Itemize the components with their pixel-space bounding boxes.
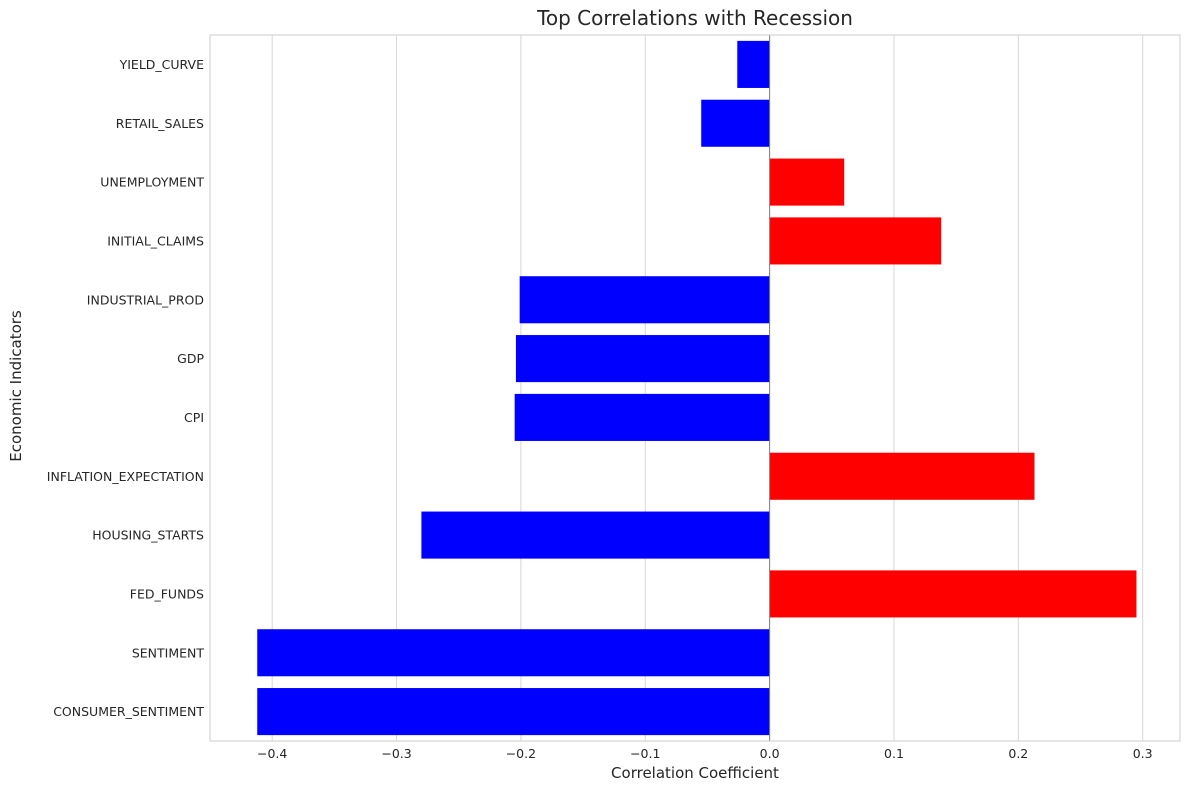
y-tick-label: SENTIMENT (132, 645, 205, 660)
bar-gdp (515, 335, 770, 383)
bar-inflation-expectation (769, 452, 1035, 500)
y-axis-label: Economic Indicators (7, 310, 25, 462)
bar-yield-curve (737, 40, 770, 88)
y-tick-label: FED_FUNDS (130, 586, 204, 601)
y-tick-label: HOUSING_STARTS (92, 528, 204, 543)
chart-title: Top Correlations with Recession (536, 6, 853, 30)
x-tick-label: 0.0 (760, 746, 780, 761)
y-tick-label: CONSUMER_SENTIMENT (53, 704, 204, 719)
x-tick-label: −0.4 (257, 746, 287, 761)
y-tick-label: INDUSTRIAL_PROD (87, 292, 204, 307)
bar-unemployment (769, 158, 845, 206)
x-tick-label: −0.2 (506, 746, 536, 761)
x-tick-label: 0.3 (1133, 746, 1153, 761)
x-tick-labels: −0.4 −0.3 −0.2 −0.1 0.0 0.1 0.2 0.3 (257, 746, 1153, 761)
x-tick-label: −0.1 (630, 746, 660, 761)
bar-sentiment (257, 629, 770, 677)
y-tick-label: YIELD_CURVE (119, 57, 204, 72)
bar-housing-starts (421, 511, 770, 559)
x-axis-label: Correlation Coefficient (611, 764, 779, 782)
y-tick-label: RETAIL_SALES (116, 116, 204, 131)
y-tick-label: CPI (184, 410, 204, 425)
bar-cpi (514, 393, 770, 441)
y-tick-label: GDP (177, 351, 204, 366)
bar-fed-funds (769, 570, 1137, 618)
bar-industrial-prod (519, 276, 770, 324)
plot-frame (209, 34, 1181, 742)
y-tick-label: INITIAL_CLAIMS (107, 233, 204, 248)
y-tick-label: INFLATION_EXPECTATION (47, 469, 204, 484)
x-tick-label: 0.1 (884, 746, 904, 761)
bar-consumer-sentiment (257, 688, 770, 736)
x-tick-label: 0.2 (1008, 746, 1028, 761)
y-tick-labels: YIELD_CURVE RETAIL_SALES UNEMPLOYMENT INITI… (47, 57, 205, 719)
x-tick-label: −0.3 (381, 746, 411, 761)
bar-retail-sales (701, 99, 770, 147)
y-tick-label: UNEMPLOYMENT (100, 175, 204, 190)
bars (257, 40, 1137, 736)
bar-initial-claims (769, 217, 942, 265)
